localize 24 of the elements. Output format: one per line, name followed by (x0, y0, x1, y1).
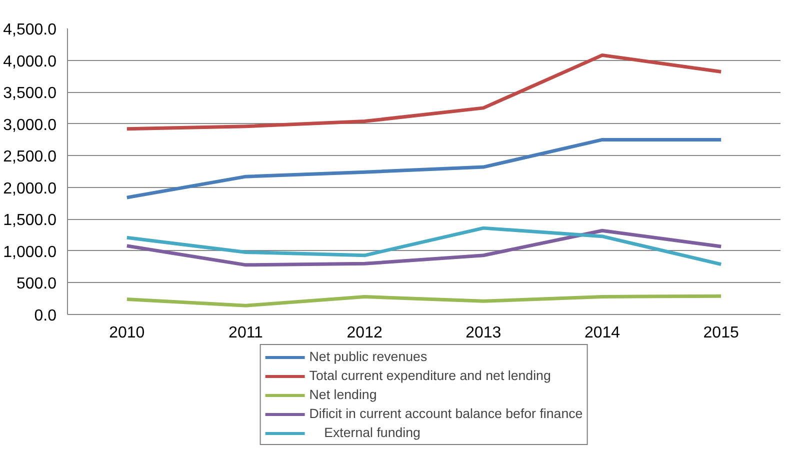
y-tick-label: 3,500.0 (3, 85, 57, 102)
x-tick-label: 2015 (703, 324, 739, 342)
x-tick-label: 2013 (466, 324, 502, 342)
x-tick-label: 2012 (346, 324, 382, 342)
x-tick-label: 2014 (584, 324, 620, 342)
line-series (125, 53, 723, 131)
legend-label: Net public revenues (309, 349, 428, 364)
y-tick-label: 500.0 (16, 276, 57, 293)
legend-label: Total current expenditure and net lending (309, 368, 551, 383)
legend-label: External funding (323, 425, 420, 440)
legend-label: Net lending (309, 387, 377, 402)
line-series (125, 138, 723, 200)
y-tick-label: 2,000.0 (3, 180, 57, 198)
line-series (125, 294, 723, 308)
y-tick-label: 1,500.0 (3, 212, 57, 230)
y-tick-label: 4,500.0 (3, 22, 57, 38)
x-tick-label: 2010 (109, 324, 145, 342)
y-tick-label: 4,000.0 (3, 53, 57, 70)
legend-label: Dificit in current account balance befor finance (309, 406, 583, 421)
x-tick-label: 2011 (228, 324, 264, 342)
y-tick-label: 3,000.0 (3, 116, 57, 134)
y-tick-label: 1,000.0 (3, 244, 57, 261)
y-tick-label: 2,500.0 (3, 148, 57, 166)
y-tick-label: 0.0 (34, 308, 57, 324)
